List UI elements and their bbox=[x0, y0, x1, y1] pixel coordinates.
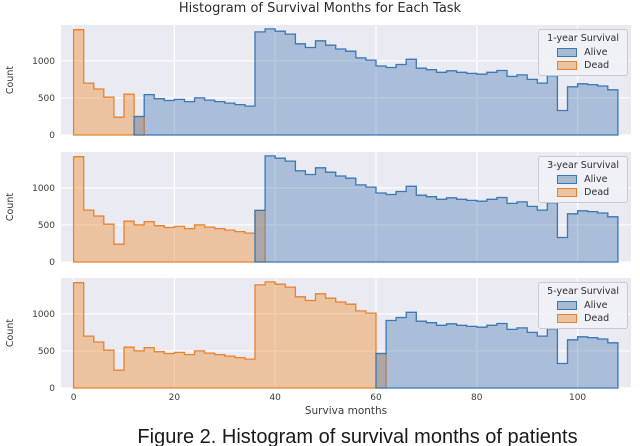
svg-text:Count: Count bbox=[5, 319, 16, 347]
legend-entry-dead: Dead bbox=[547, 59, 619, 72]
svg-text:0: 0 bbox=[49, 258, 55, 267]
panel-5-year-survival: 0 500 1000 Count 0 20 40 60 80 100 Surviva months … bbox=[0, 269, 640, 421]
svg-text:40: 40 bbox=[269, 393, 281, 403]
legend-5-year: 5-year Survival Alive Dead bbox=[538, 282, 628, 329]
histogram-5-year: 0 500 1000 Count 0 20 40 60 80 100 Surviva months bbox=[5, 278, 631, 417]
svg-text:60: 60 bbox=[370, 393, 382, 403]
panel-3-year-survival: 0 500 1000 Count 3-year Survival Alive Dead bbox=[0, 143, 640, 267]
svg-text:Count: Count bbox=[5, 66, 16, 94]
legend-entry-alive: Alive bbox=[547, 173, 619, 186]
legend-title: 1-year Survival bbox=[547, 33, 619, 44]
svg-text:0: 0 bbox=[49, 384, 55, 394]
dead-swatch-icon bbox=[557, 188, 578, 197]
legend-label-alive: Alive bbox=[584, 47, 608, 58]
legend-entry-dead: Dead bbox=[547, 186, 619, 199]
dead-swatch-icon bbox=[557, 61, 578, 70]
alive-swatch-icon bbox=[557, 48, 578, 57]
legend-label-dead: Dead bbox=[584, 187, 610, 198]
legend-label-dead: Dead bbox=[584, 313, 610, 324]
svg-text:1000: 1000 bbox=[32, 184, 55, 194]
svg-text:500: 500 bbox=[38, 94, 55, 104]
legend-1-year: 1-year Survival Alive Dead bbox=[538, 29, 628, 76]
legend-label-dead: Dead bbox=[584, 60, 610, 71]
svg-text:1000: 1000 bbox=[32, 310, 55, 320]
chart-title: Histogram of Survival Months for Each Ta… bbox=[178, 1, 462, 16]
alive-swatch-icon bbox=[557, 301, 578, 310]
legend-entry-dead: Dead bbox=[547, 312, 619, 325]
histogram-1-year: 0 500 1000 Count bbox=[5, 25, 631, 140]
legend-3-year: 3-year Survival Alive Dead bbox=[538, 156, 628, 203]
legend-entry-alive: Alive bbox=[547, 46, 619, 59]
figure-caption: Figure 2. Histogram of survival months o… bbox=[137, 426, 578, 446]
svg-text:Surviva months: Surviva months bbox=[305, 405, 387, 417]
svg-text:Count: Count bbox=[5, 193, 16, 221]
histogram-3-year: 0 500 1000 Count bbox=[5, 152, 631, 267]
svg-text:100: 100 bbox=[569, 393, 586, 403]
dead-swatch-icon bbox=[557, 314, 578, 323]
legend-entry-alive: Alive bbox=[547, 299, 619, 312]
svg-text:80: 80 bbox=[471, 393, 483, 403]
legend-label-alive: Alive bbox=[584, 300, 608, 311]
svg-text:1000: 1000 bbox=[32, 57, 55, 67]
svg-text:500: 500 bbox=[38, 221, 55, 231]
legend-title: 5-year Survival bbox=[547, 286, 619, 297]
svg-text:500: 500 bbox=[38, 347, 55, 357]
legend-label-alive: Alive bbox=[584, 174, 608, 185]
legend-title: 3-year Survival bbox=[547, 160, 619, 171]
panel-1-year-survival: 0 500 1000 Count 1-year Survival Alive Dead bbox=[0, 16, 640, 140]
alive-swatch-icon bbox=[557, 175, 578, 184]
svg-text:0: 0 bbox=[71, 393, 77, 403]
svg-text:0: 0 bbox=[49, 131, 55, 140]
svg-text:20: 20 bbox=[169, 393, 181, 403]
